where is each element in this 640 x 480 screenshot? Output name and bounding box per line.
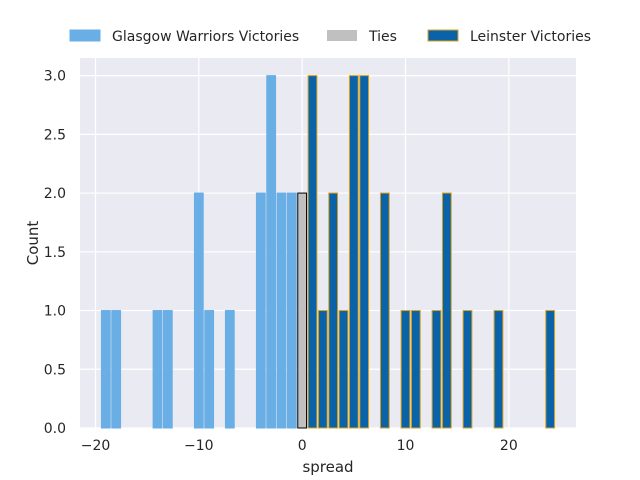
bar-series-2 <box>328 192 339 429</box>
y-tick-label: 3.0 <box>44 69 66 85</box>
x-axis-label: spread <box>302 458 353 476</box>
bar-series-2 <box>400 310 411 429</box>
legend: Glasgow Warriors Victories Ties Leinster… <box>69 29 591 45</box>
bar-series-2 <box>441 192 452 429</box>
bar-series-2 <box>307 75 318 429</box>
bar-series-0 <box>276 192 287 429</box>
bar-series-0 <box>193 192 204 429</box>
bar-series-2 <box>410 310 421 429</box>
legend-label-leinster: Leinster Victories <box>470 29 591 45</box>
y-tick-label: 2.0 <box>44 186 66 202</box>
bar-series-0 <box>111 310 122 429</box>
bar-series-2 <box>431 310 442 429</box>
bar-series-2 <box>462 310 473 429</box>
x-axis-ticks: −20 −10 0 10 20 <box>81 438 518 454</box>
y-tick-label: 0.5 <box>44 362 66 378</box>
y-axis-label: Count <box>24 221 42 266</box>
bar-series-2 <box>348 75 359 429</box>
y-tick-label: 0.0 <box>44 421 66 437</box>
legend-label-glasgow: Glasgow Warriors Victories <box>112 29 299 45</box>
bar-series-2 <box>545 310 556 429</box>
bar-series-0 <box>100 310 111 429</box>
bar-series-2 <box>379 192 390 429</box>
bar-series-0 <box>224 310 235 429</box>
bar-series-0 <box>266 75 277 429</box>
y-tick-label: 2.5 <box>44 127 66 143</box>
bar-series-2 <box>359 75 370 429</box>
legend-label-ties: Ties <box>368 29 397 45</box>
bar-series-2 <box>493 310 504 429</box>
x-tick-label: 10 <box>397 438 415 454</box>
y-tick-label: 1.5 <box>44 245 66 261</box>
bars <box>100 75 556 429</box>
bar-series-0 <box>152 310 163 429</box>
x-tick-label: −10 <box>184 438 214 454</box>
bar-series-0 <box>162 310 173 429</box>
y-tick-label: 1.0 <box>44 304 66 320</box>
bar-series-0 <box>286 192 297 429</box>
bar-series-2 <box>317 310 328 429</box>
bar-series-2 <box>338 310 349 429</box>
bar-series-1 <box>297 192 308 429</box>
bar-series-0 <box>255 192 266 429</box>
legend-swatch-glasgow <box>69 29 101 42</box>
legend-swatch-leinster <box>427 29 459 42</box>
x-tick-label: 20 <box>500 438 518 454</box>
y-axis-ticks: 0.0 0.5 1.0 1.5 2.0 2.5 3.0 <box>44 69 66 437</box>
legend-swatch-ties <box>327 30 357 41</box>
bar-series-0 <box>204 310 215 429</box>
plot-background <box>80 58 576 428</box>
x-tick-label: 0 <box>298 438 307 454</box>
x-tick-label: −20 <box>81 438 111 454</box>
